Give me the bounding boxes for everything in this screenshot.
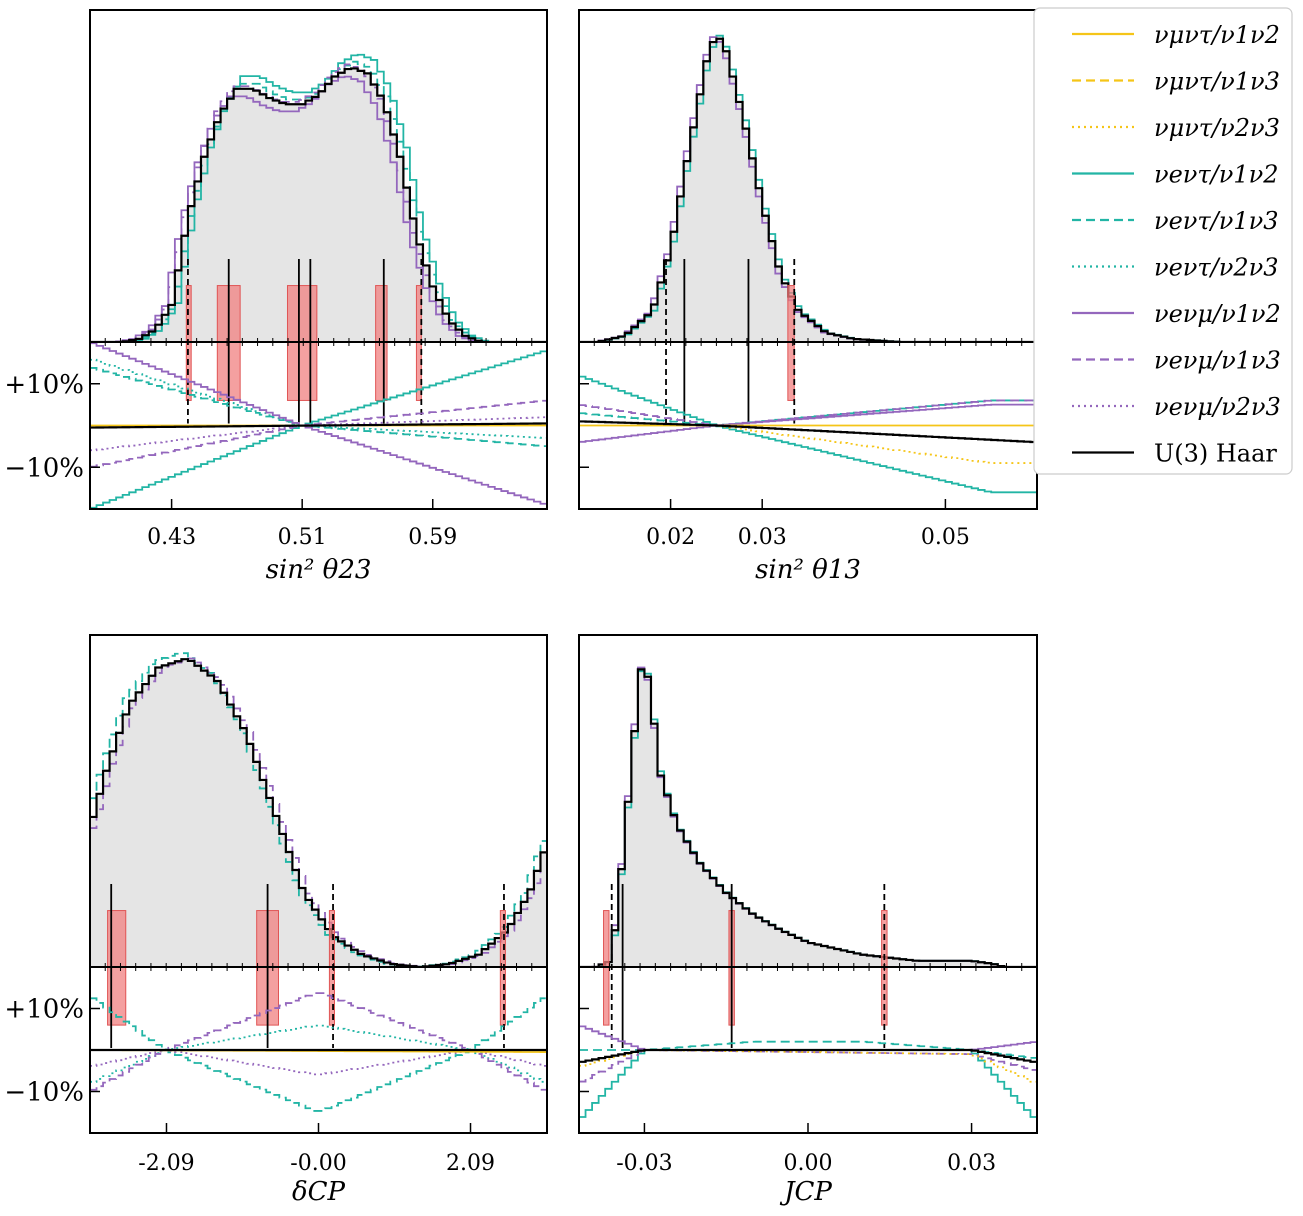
ratio-curve-5 bbox=[90, 399, 547, 468]
haar-fill bbox=[90, 659, 547, 967]
legend-label: U(3) Haar bbox=[1154, 440, 1277, 468]
ratio-curve-8 bbox=[90, 422, 547, 429]
ratio-label-minus: −10% bbox=[4, 1078, 84, 1108]
legend-entry-10: U(3) Haar bbox=[1072, 440, 1277, 468]
ratio-curve-4 bbox=[90, 342, 547, 505]
legend-label: νμντ/ν2ν3 bbox=[1154, 114, 1280, 142]
variant-hist-1 bbox=[579, 34, 1037, 342]
legend-frame bbox=[1033, 7, 1293, 475]
x-tick-label: 0.03 bbox=[947, 1151, 996, 1176]
ratio-curve-4 bbox=[579, 399, 1037, 427]
ratio-label-plus: +10% bbox=[4, 995, 84, 1025]
x-axis-label: δCP bbox=[292, 1177, 346, 1207]
legend-entry-4: νeντ/ν1ν2 bbox=[1072, 161, 1278, 189]
legend: νμντ/ν1ν2 νμντ/ν1ν3 νμντ/ν2ν3 νeντ/ν1ν2 νeντ… bbox=[1033, 7, 1293, 475]
legend-entry-6: νeντ/ν2ν3 bbox=[1072, 254, 1278, 282]
ratio-curve-1 bbox=[579, 1049, 1037, 1118]
ratio-curve-1 bbox=[579, 375, 1037, 494]
ratio-label-minus: −10% bbox=[4, 453, 84, 483]
ratio-plot bbox=[90, 992, 547, 1112]
legend-label: νμντ/ν1ν3 bbox=[1154, 68, 1280, 96]
ratio-curve-4 bbox=[579, 1049, 1037, 1083]
panels: 0.43 0.51 0.59 sin² θ23 +10% −10% 0.02 0.03 0.05… bbox=[4, 9, 1038, 1207]
variant-hist-1 bbox=[90, 652, 547, 967]
x-tick-label: 0.59 bbox=[408, 525, 457, 550]
x-tick-label: -0.00 bbox=[290, 1151, 346, 1176]
ratio-plot bbox=[579, 1025, 1037, 1118]
legend-label: νeνμ/ν1ν2 bbox=[1154, 300, 1281, 328]
ratio-curve-7 bbox=[579, 420, 1037, 444]
ratio-curve-2 bbox=[579, 399, 1037, 427]
x-axis-label: JCP bbox=[779, 1177, 832, 1207]
legend-label: νeντ/ν1ν2 bbox=[1154, 161, 1278, 189]
legend-entry-8: νeνμ/ν1ν3 bbox=[1072, 347, 1281, 375]
panel-4: -0.03 0.00 0.03 JCP bbox=[578, 634, 1038, 1207]
band-4 bbox=[375, 285, 388, 401]
legend-label: νeνμ/ν1ν3 bbox=[1154, 347, 1281, 375]
ratio-label-plus: +10% bbox=[4, 370, 84, 400]
x-axis-label: sin² θ23 bbox=[266, 555, 372, 585]
legend-entry-9: νeνμ/ν2ν3 bbox=[1072, 393, 1281, 421]
variant-hist-2 bbox=[579, 36, 1037, 342]
legend-entry-1: νμντ/ν1ν2 bbox=[1072, 21, 1280, 49]
ratio-plot bbox=[90, 342, 547, 509]
haar-hist bbox=[579, 668, 1037, 967]
ratio-curve-5 bbox=[579, 420, 1037, 464]
x-tick-label: 0.51 bbox=[278, 525, 327, 550]
x-tick-label: -2.09 bbox=[138, 1151, 194, 1176]
ratio-curve-3 bbox=[579, 403, 1037, 443]
legend-entry-3: νμντ/ν2ν3 bbox=[1072, 114, 1280, 142]
haar-fill bbox=[579, 38, 1037, 342]
ratio-plot bbox=[579, 375, 1037, 494]
legend-entry-2: νμντ/ν1ν3 bbox=[1072, 68, 1280, 96]
main-plot bbox=[90, 53, 547, 342]
legend-entry-5: νeντ/ν1ν3 bbox=[1072, 207, 1278, 235]
legend-label: νeντ/ν2ν3 bbox=[1154, 254, 1278, 282]
ratio-curve-6 bbox=[579, 1048, 1037, 1063]
haar-hist bbox=[90, 67, 547, 342]
panel-1: 0.43 0.51 0.59 sin² θ23 +10% −10% bbox=[4, 9, 548, 585]
panel-2: 0.02 0.03 0.05 sin² θ13 bbox=[578, 9, 1038, 585]
legend-label: νμντ/ν1ν2 bbox=[1154, 21, 1280, 49]
main-plot bbox=[579, 666, 1037, 967]
x-tick-label: -0.03 bbox=[616, 1151, 672, 1176]
variant-hist-4 bbox=[90, 63, 547, 342]
x-tick-label: 0.05 bbox=[921, 525, 970, 550]
legend-label: νeνμ/ν2ν3 bbox=[1154, 393, 1281, 421]
x-axis-label: sin² θ13 bbox=[755, 555, 861, 585]
haar-hist bbox=[579, 37, 1037, 342]
haar-fill bbox=[90, 68, 547, 342]
ratio-curve-3 bbox=[90, 992, 547, 1091]
x-tick-label: 0.43 bbox=[147, 525, 196, 550]
band-1 bbox=[787, 285, 795, 401]
ratio-curve-5 bbox=[579, 1049, 1037, 1083]
x-tick-label: 0.00 bbox=[784, 1151, 833, 1176]
main-frame bbox=[578, 9, 1038, 343]
x-tick-label: 0.03 bbox=[738, 525, 787, 550]
x-tick-label: 2.09 bbox=[446, 1151, 495, 1176]
ratio-curve-1 bbox=[90, 350, 547, 509]
ratio-curve-3 bbox=[579, 1025, 1037, 1051]
panel-3: -2.09 -0.00 2.09 δCP +10% −10% bbox=[4, 634, 548, 1207]
legend-entry-7: νeνμ/ν1ν2 bbox=[1072, 300, 1281, 328]
main-plot bbox=[579, 34, 1037, 342]
x-tick-label: 0.02 bbox=[646, 525, 695, 550]
haar-hist bbox=[90, 658, 547, 967]
haar-fill bbox=[579, 669, 1037, 967]
main-plot bbox=[90, 652, 547, 967]
band-3 bbox=[286, 285, 318, 401]
legend-label: νeντ/ν1ν3 bbox=[1154, 207, 1278, 235]
